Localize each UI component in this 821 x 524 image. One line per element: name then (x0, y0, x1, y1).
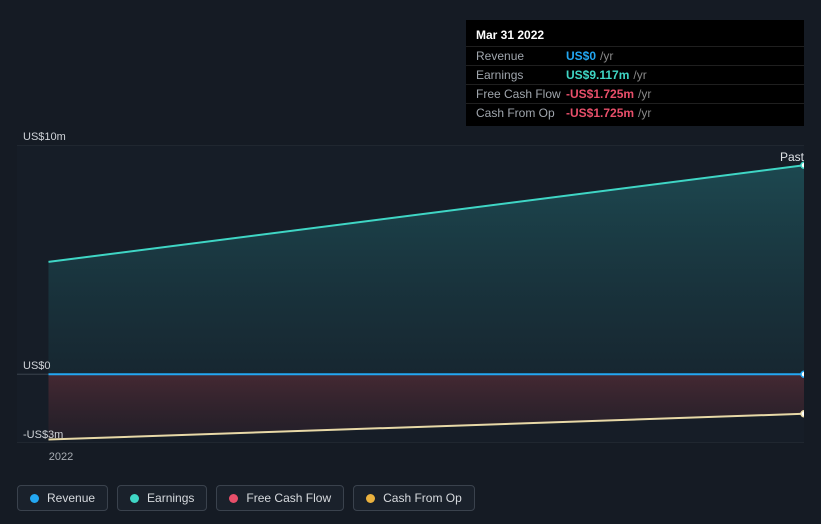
past-marker-label: Past (780, 150, 804, 164)
legend-item-earnings[interactable]: Earnings (117, 485, 207, 511)
y-axis-label: -US$3m (23, 429, 63, 441)
financial-chart-panel: Mar 31 2022 RevenueUS$0/yrEarningsUS$9.1… (0, 0, 821, 524)
tooltip-row: RevenueUS$0/yr (466, 46, 804, 65)
legend: Revenue Earnings Free Cash Flow Cash From O… (17, 485, 475, 511)
tooltip-row-value: -US$1.725m (566, 106, 634, 120)
legend-label: Revenue (47, 491, 95, 505)
legend-dot-icon (30, 494, 39, 503)
tooltip-row-suffix: /yr (638, 87, 651, 101)
tooltip-row-label: Free Cash Flow (476, 87, 566, 101)
tooltip-row-suffix: /yr (638, 106, 651, 120)
y-axis-label: US$10m (23, 131, 66, 143)
tooltip-row-label: Earnings (476, 68, 566, 82)
chart-svg (17, 145, 804, 443)
legend-label: Cash From Op (383, 491, 462, 505)
legend-item-free-cash-flow[interactable]: Free Cash Flow (216, 485, 344, 511)
tooltip-row-label: Revenue (476, 49, 566, 63)
tooltip-row-value: -US$1.725m (566, 87, 634, 101)
legend-dot-icon (229, 494, 238, 503)
hover-tooltip: Mar 31 2022 RevenueUS$0/yrEarningsUS$9.1… (466, 20, 804, 126)
tooltip-row: Free Cash Flow-US$1.725m/yr (466, 84, 804, 103)
tooltip-row-label: Cash From Op (476, 106, 566, 120)
legend-item-cash-from-op[interactable]: Cash From Op (353, 485, 475, 511)
legend-label: Earnings (147, 491, 194, 505)
tooltip-row-value: US$0 (566, 49, 596, 63)
tooltip-row: EarningsUS$9.117m/yr (466, 65, 804, 84)
tooltip-row-suffix: /yr (600, 49, 613, 63)
timeseries-chart[interactable] (17, 145, 804, 443)
legend-item-revenue[interactable]: Revenue (17, 485, 108, 511)
tooltip-row: Cash From Op-US$1.725m/yr (466, 103, 804, 122)
legend-dot-icon (130, 494, 139, 503)
y-axis-label: US$0 (23, 360, 51, 372)
x-axis-label: 2022 (49, 451, 73, 463)
tooltip-date: Mar 31 2022 (466, 26, 804, 46)
tooltip-row-value: US$9.117m (566, 68, 629, 82)
legend-label: Free Cash Flow (246, 491, 331, 505)
tooltip-row-suffix: /yr (633, 68, 646, 82)
legend-dot-icon (366, 494, 375, 503)
